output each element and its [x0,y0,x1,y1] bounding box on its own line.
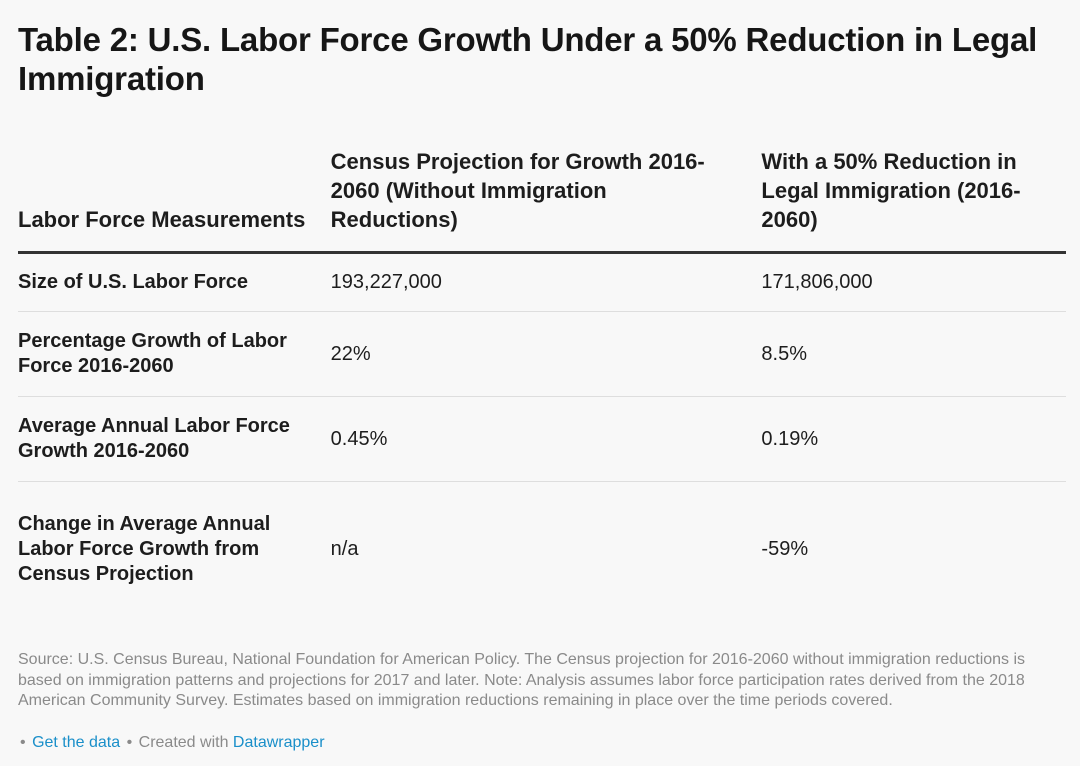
census-value: 0.45% [330,396,762,482]
reduction-value: 171,806,000 [761,252,1066,312]
table-row: Percentage Growth of Labor Force 2016-20… [18,311,1066,397]
datawrapper-link[interactable]: Datawrapper [232,734,325,751]
header-row: Labor Force Measurements Census Projecti… [18,147,1066,254]
row-label: Average Annual Labor Force Growth 2016-2… [18,396,331,482]
source-notes: Source: U.S. Census Bureau, National Fou… [18,651,1026,709]
reduction-value: -59% [761,537,809,560]
reduction-value: 0.19% [761,396,1066,482]
reduction-value: 8.5% [761,311,1066,397]
census-value: 22% [330,311,762,397]
chart-container: Table 2: U.S. Labor Force Growth Under a… [18,20,1066,751]
created-with-text: Created with [138,734,229,751]
census-value: 193,227,000 [330,252,762,312]
get-the-data-link[interactable]: Get the data [32,734,121,751]
table-title: Table 2: U.S. Labor Force Growth Under a… [18,21,1038,97]
data-table: Labor Force Measurements Census Projecti… [18,147,1066,617]
footer: • Get the data • Created with Datawrappe… [18,733,325,753]
census-value: n/a [330,537,359,560]
table-row: Change in Average Annual Labor Force Gro… [18,482,1066,617]
footer-separator: • [126,734,133,751]
row-label: Change in Average Annual Labor Force Gro… [18,512,271,585]
column-header-fifty-percent-reduction[interactable]: With a 50% Reduction in Legal Immigratio… [761,147,1066,254]
table-row: Average Annual Labor Force Growth 2016-2… [18,396,1066,482]
row-label: Size of U.S. Labor Force [18,252,331,312]
table-row: Size of U.S. Labor Force 193,227,000 171… [18,252,1066,312]
column-header-census-projection[interactable]: Census Projection for Growth 2016-2060 (… [330,147,762,254]
row-label: Percentage Growth of Labor Force 2016-20… [18,311,331,397]
column-header-measurements[interactable]: Labor Force Measurements [18,147,331,254]
footer-separator: • [20,734,26,751]
